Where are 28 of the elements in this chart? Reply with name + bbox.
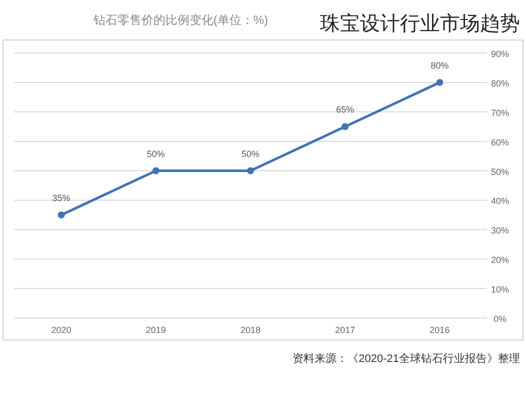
x-tick-label: 2019	[146, 325, 166, 335]
x-tick-label: 2017	[335, 325, 356, 335]
point	[342, 123, 349, 130]
point	[436, 78, 444, 86]
x-tick-label: 2020	[51, 325, 72, 335]
y-tick-label: 40%	[490, 196, 510, 206]
point	[247, 167, 254, 174]
x-tick-label: 2016	[430, 325, 450, 335]
y-tick-label: 50%	[490, 166, 510, 177]
y-tick-label: 70%	[490, 108, 510, 118]
y-tick-label: 80%	[490, 78, 510, 88]
point	[58, 211, 65, 218]
data-label: 50%	[146, 148, 165, 159]
y-tick-label: 30%	[490, 226, 510, 236]
point	[152, 167, 160, 174]
y-tick-label: 0%	[493, 314, 507, 324]
y-tick-label: 90%	[490, 49, 510, 59]
data-label: 80%	[430, 60, 449, 70]
y-tick-label: 10%	[490, 284, 510, 295]
y-tick-label: 20%	[490, 255, 510, 266]
chart-subtitle: 钻石零售价的比例变化(单位：%)	[92, 13, 268, 27]
x-tick-label: 2018	[240, 325, 261, 335]
data-label: 35%	[52, 192, 70, 203]
text: 资料来源：《2020-21全球钻石行业报告》整理	[292, 352, 520, 365]
chart-title: 珠宝设计行业市场趋势	[320, 13, 520, 35]
data-label: 50%	[241, 148, 260, 159]
y-tick-label: 60%	[490, 137, 510, 148]
data-label: 65%	[336, 104, 354, 115]
